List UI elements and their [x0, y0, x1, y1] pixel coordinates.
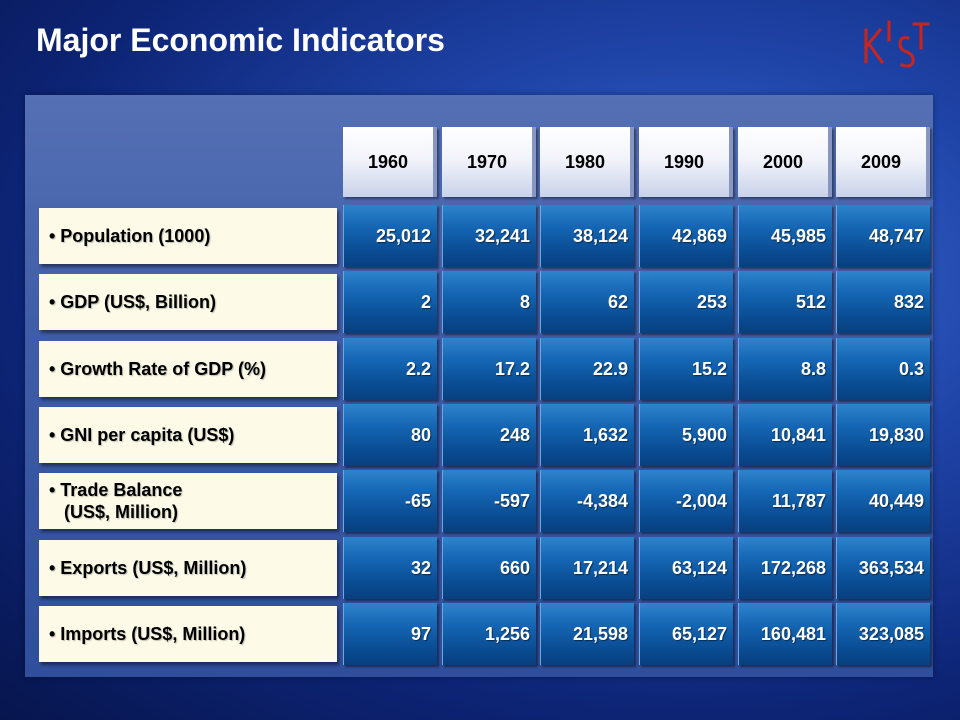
- row-label-text: • Growth Rate of GDP (%): [49, 358, 266, 379]
- kist-logo-icon: [863, 20, 930, 68]
- value-cell: 19,830: [836, 404, 930, 466]
- value-cell: 45,985: [738, 205, 832, 267]
- value-cell: 80: [343, 404, 437, 466]
- value-cell: 63,124: [639, 537, 733, 599]
- row-label-text: • GDP (US$, Billion): [49, 291, 216, 312]
- row-label-text: • Exports (US$, Million): [49, 557, 247, 578]
- value-cell: 8.8: [738, 338, 832, 400]
- year-header-1990: 1990: [639, 127, 733, 197]
- value-cell: 65,127: [639, 603, 733, 665]
- value-cell: 42,869: [639, 205, 733, 267]
- value-cell: 97: [343, 603, 437, 665]
- value-cell: 512: [738, 271, 832, 333]
- value-cell: 25,012: [343, 205, 437, 267]
- value-cell: 323,085: [836, 603, 930, 665]
- value-cell: 1,632: [540, 404, 634, 466]
- value-cell: 2: [343, 271, 437, 333]
- value-cell: 11,787: [738, 470, 832, 532]
- year-header-1960: 1960: [343, 127, 437, 197]
- value-cell: -4,384: [540, 470, 634, 532]
- year-header-2000: 2000: [738, 127, 832, 197]
- value-cell: 160,481: [738, 603, 832, 665]
- value-cell: 21,598: [540, 603, 634, 665]
- value-cell: 10,841: [738, 404, 832, 466]
- row-label-text: • Population (1000): [49, 225, 211, 246]
- row-label: • GDP (US$, Billion): [39, 274, 337, 330]
- row-label: • GNI per capita (US$): [39, 407, 337, 463]
- row-label: • Trade Balance (US$, Million): [39, 473, 337, 529]
- value-cell: 8: [442, 271, 536, 333]
- value-cell: 32: [343, 537, 437, 599]
- value-cell: 5,900: [639, 404, 733, 466]
- row-label-text: • Imports (US$, Million): [49, 623, 246, 644]
- value-cell: 40,449: [836, 470, 930, 532]
- year-header-1980: 1980: [540, 127, 634, 197]
- value-cell: 248: [442, 404, 536, 466]
- value-cell: 660: [442, 537, 536, 599]
- row-label-text: • GNI per capita (US$): [49, 424, 235, 445]
- row-label: • Growth Rate of GDP (%): [39, 341, 337, 397]
- row-label: • Imports (US$, Million): [39, 606, 337, 662]
- value-cell: 38,124: [540, 205, 634, 267]
- row-label: • Exports (US$, Million): [39, 540, 337, 596]
- value-cell: 253: [639, 271, 733, 333]
- value-cell: 17,214: [540, 537, 634, 599]
- value-cell: -65: [343, 470, 437, 532]
- value-cell: 1,256: [442, 603, 536, 665]
- value-cell: 22.9: [540, 338, 634, 400]
- value-cell: 48,747: [836, 205, 930, 267]
- value-cell: 32,241: [442, 205, 536, 267]
- value-cell: 172,268: [738, 537, 832, 599]
- value-cell: 17.2: [442, 338, 536, 400]
- value-cell: 15.2: [639, 338, 733, 400]
- row-label-text: • Trade Balance (US$, Million): [49, 479, 183, 523]
- row-label: • Population (1000): [39, 208, 337, 264]
- value-cell: 2.2: [343, 338, 437, 400]
- value-cell: -597: [442, 470, 536, 532]
- year-header-1970: 1970: [442, 127, 536, 197]
- value-cell: 62: [540, 271, 634, 333]
- value-cell: 832: [836, 271, 930, 333]
- value-cell: 363,534: [836, 537, 930, 599]
- value-cell: -2,004: [639, 470, 733, 532]
- value-cell: 0.3: [836, 338, 930, 400]
- slide-title: Major Economic Indicators: [36, 22, 445, 58]
- year-header-2009: 2009: [836, 127, 930, 197]
